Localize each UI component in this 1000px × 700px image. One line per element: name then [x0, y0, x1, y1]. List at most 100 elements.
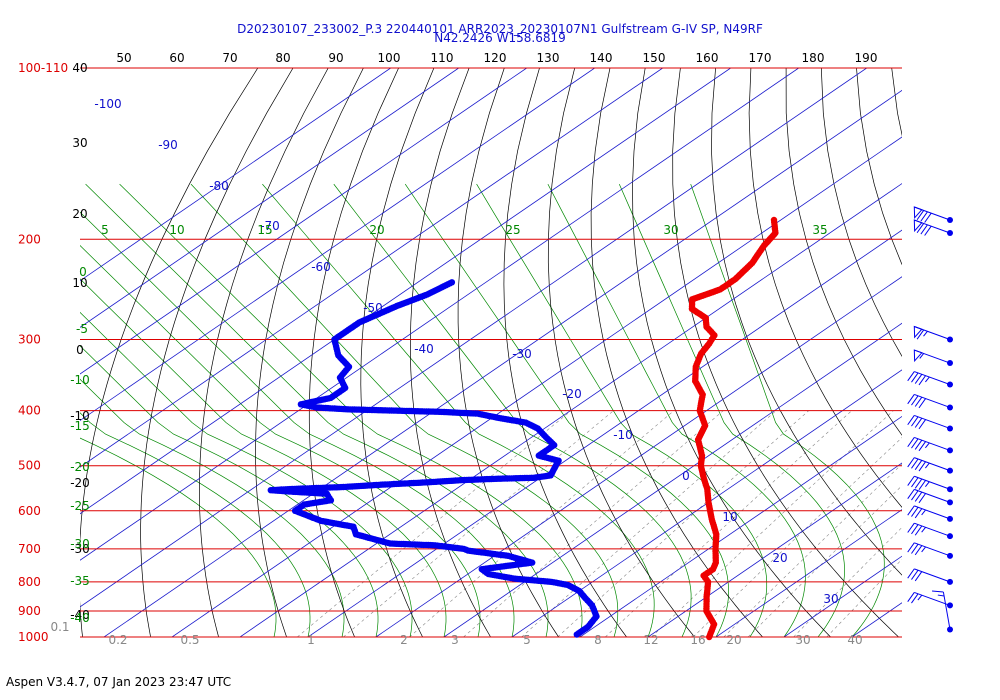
pressure-label: 800 — [18, 575, 41, 589]
mixing-ratio-lines — [297, 410, 902, 638]
wetbulb-label: -10 — [70, 373, 90, 387]
isotherm-label: -20 — [562, 387, 582, 401]
wind-barb-feather — [914, 439, 923, 450]
mixing-ratio-label: 20 — [726, 633, 741, 647]
wind-barb-feather — [911, 438, 919, 449]
pressure-label: 500 — [18, 459, 41, 473]
temperature-profile — [688, 216, 779, 641]
dry-adiabat-line — [632, 68, 831, 638]
dry-adiabat-line — [503, 68, 627, 638]
mixing-ratio-label: 0.5 — [180, 633, 199, 647]
dewpoint-point — [573, 631, 581, 638]
isotherm-line — [80, 68, 799, 561]
top-theta-label: 70 — [222, 51, 237, 65]
wind-barb-staff — [914, 488, 951, 503]
wind-barb-staff — [914, 505, 951, 520]
wetbulb-label: -5 — [76, 322, 88, 336]
dry-adiabat-line — [255, 68, 364, 638]
isotherm-line — [80, 68, 527, 375]
isotherm-line — [579, 415, 902, 638]
wind-barb-feather — [911, 543, 919, 554]
pressure-label: 100-110 — [18, 61, 68, 75]
wind-barb — [907, 371, 953, 388]
wetbulb-label: -40 — [70, 611, 90, 625]
wind-barb-half-feather — [921, 526, 926, 533]
chart-title: D20230107_233002_P.3 220440101 ARR2023_2… — [237, 22, 763, 36]
wind-barb-half-feather — [921, 546, 926, 553]
wetbulb-label: -25 — [70, 499, 90, 513]
wind-barb-pennant — [913, 325, 923, 339]
theta-e-label: 25 — [505, 223, 520, 237]
top-theta-label: 190 — [855, 51, 878, 65]
isotherm-line — [988, 68, 1000, 637]
wind-barb-half-feather — [921, 509, 926, 516]
wind-barb-feather — [907, 415, 915, 426]
wind-barb-feather — [907, 457, 915, 468]
wind-barb — [932, 590, 953, 633]
dry-adiabat-line — [410, 68, 491, 638]
isotherm-line — [171, 136, 902, 638]
wind-barb-staff — [914, 568, 951, 583]
wind-barb-feather — [907, 371, 915, 382]
theta-e-label: 10 — [169, 223, 184, 237]
wind-barb — [907, 475, 953, 493]
wind-barb-feather — [911, 490, 919, 501]
wetbulb-label: -15 — [70, 419, 90, 433]
wind-barb-feather — [907, 505, 915, 516]
chart-subtitle: N42.2426 W158.6819 — [434, 31, 566, 45]
wind-barb-feather — [907, 568, 915, 579]
wind-barb-feather — [918, 480, 926, 490]
mixing-ratio-label: 40 — [847, 633, 862, 647]
mixing-ratio-label: 12 — [643, 633, 658, 647]
top-theta-label: 60 — [169, 51, 184, 65]
dry-adiabat-line — [590, 68, 763, 638]
wind-barb-feather — [911, 372, 919, 383]
wind-barb-staff — [914, 393, 951, 408]
wind-barb-pennant — [913, 219, 923, 233]
dry-adiabat-line — [360, 68, 435, 638]
wind-barbs — [907, 206, 953, 633]
wind-barb — [907, 542, 953, 559]
top-theta-label: 160 — [696, 51, 719, 65]
pressure-label: 900 — [18, 604, 41, 618]
altitude-label: 40 — [72, 61, 87, 75]
isotherm-label: -60 — [311, 260, 331, 274]
top-theta-label: 120 — [484, 51, 507, 65]
wind-barb-staff — [914, 475, 951, 490]
top-theta-label: 90 — [328, 51, 343, 65]
theta-e-label: 30 — [663, 223, 678, 237]
wind-barb-feather — [918, 398, 926, 409]
dry-adiabat-line — [457, 68, 559, 638]
wind-barb-feather — [907, 437, 915, 448]
isotherm-line — [80, 68, 391, 282]
wind-barb — [913, 219, 953, 237]
wind-barb-half-feather — [925, 462, 930, 469]
isotherm-label: -10 — [613, 428, 633, 442]
mixing-ratio-label: 3 — [451, 633, 459, 647]
wind-barb-staff — [914, 414, 951, 429]
isotherm-line — [239, 183, 902, 638]
wind-barb-feather — [911, 506, 919, 517]
isotherm-label: 30 — [823, 592, 838, 606]
pressure-label: 300 — [18, 332, 41, 346]
wind-barb-feather — [907, 489, 915, 499]
theta-e-label: 15 — [257, 223, 272, 237]
wind-barb-feather — [914, 545, 923, 556]
wind-barb — [907, 436, 953, 454]
isotherm-line — [851, 602, 902, 638]
wind-barb-feather — [907, 475, 915, 486]
isotherm-line — [443, 322, 902, 638]
mixing-ratio-label: 0.1 — [50, 620, 69, 634]
wind-barb-feather — [911, 458, 919, 469]
wind-barb-feather — [920, 211, 928, 222]
isotherm-label: 20 — [772, 551, 787, 565]
wetbulb-label: 0 — [79, 265, 87, 279]
dry-adiabat-line — [962, 68, 1000, 637]
wind-barb-feather — [932, 590, 944, 593]
wind-barb — [907, 488, 953, 506]
top-theta-label: 80 — [275, 51, 290, 65]
wind-barb-staff — [914, 436, 951, 451]
wind-barb-feather — [914, 525, 923, 536]
isotherm-label: -100 — [94, 97, 121, 111]
